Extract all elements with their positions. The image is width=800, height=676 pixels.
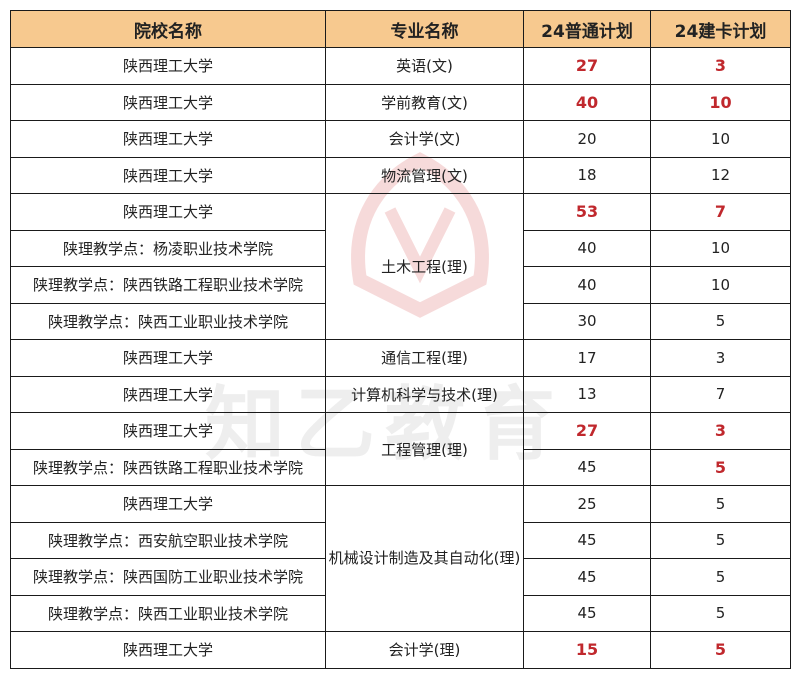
table-row: 陕西理工大学 土木工程(理) 53 7: [10, 193, 791, 340]
card-plan-cell: 10: [650, 120, 791, 158]
school-cell: 陕理教学点：杨凌职业技术学院: [10, 229, 326, 267]
school-cell: 陕西理工大学: [10, 120, 326, 158]
table-row: 陕理教学点：陕西工业职业技术学院 30 5: [10, 302, 791, 340]
table-row: 陕理教学点：杨凌职业技术学院 40 10: [10, 229, 791, 267]
card-plan-cell: 10: [650, 229, 791, 267]
normal-plan-cell: 18: [523, 156, 651, 194]
major-cell: 计算机科学与技术(理): [325, 375, 524, 413]
school-cell: 陕西理工大学: [10, 339, 326, 377]
table-header-row: 院校名称 专业名称 24普通计划 24建卡计划: [10, 10, 791, 48]
enrollment-plan-table: 院校名称 专业名称 24普通计划 24建卡计划 陕西理工大学 英语(文) 27 …: [10, 10, 791, 669]
table-row: 陕理教学点：陕西铁路工程职业技术学院 40 10: [10, 266, 791, 304]
table-row: 陕西理工大学 会计学(文) 20 10: [10, 120, 791, 158]
card-plan-cell: 10: [650, 83, 791, 121]
school-cell: 陕理教学点：陕西国防工业职业技术学院: [10, 558, 326, 596]
school-cell: 陕理教学点：陕西铁路工程职业技术学院: [10, 448, 326, 486]
card-plan-cell: 5: [650, 448, 791, 486]
normal-plan-cell: 45: [523, 594, 651, 632]
normal-plan-cell: 53: [523, 193, 651, 231]
card-plan-cell: 5: [650, 558, 791, 596]
card-plan-cell: 3: [650, 412, 791, 450]
major-cell: 土木工程(理): [325, 193, 524, 340]
major-cell: 工程管理(理): [325, 412, 524, 486]
major-cell: 英语(文): [325, 47, 524, 85]
table-row: 陕西理工大学 工程管理(理) 27 3: [10, 412, 791, 486]
school-cell: 陕西理工大学: [10, 83, 326, 121]
school-cell: 陕理教学点：陕西铁路工程职业技术学院: [10, 266, 326, 304]
table-row: 陕理教学点：陕西国防工业职业技术学院 45 5: [10, 558, 791, 596]
school-cell: 陕理教学点：西安航空职业技术学院: [10, 521, 326, 559]
table-row: 陕西理工大学 会计学(理) 15 5: [10, 631, 791, 669]
table-row: 陕西理工大学 物流管理(文) 18 12: [10, 156, 791, 194]
school-cell: 陕西理工大学: [10, 631, 326, 669]
school-cell: 陕理教学点：陕西工业职业技术学院: [10, 594, 326, 632]
normal-plan-cell: 30: [523, 302, 651, 340]
school-cell: 陕西理工大学: [10, 193, 326, 231]
card-plan-cell: 7: [650, 375, 791, 413]
card-plan-cell: 12: [650, 156, 791, 194]
header-school: 院校名称: [10, 10, 326, 48]
normal-plan-cell: 17: [523, 339, 651, 377]
table-row: 陕西理工大学 学前教育(文) 40 10: [10, 83, 791, 121]
major-cell: 机械设计制造及其自动化(理): [325, 485, 524, 632]
card-plan-cell: 5: [650, 631, 791, 669]
major-cell: 通信工程(理): [325, 339, 524, 377]
table-row: 陕理教学点：陕西铁路工程职业技术学院 45 5: [10, 448, 791, 486]
header-card-plan: 24建卡计划: [650, 10, 791, 48]
school-cell: 陕西理工大学: [10, 47, 326, 85]
header-major: 专业名称: [325, 10, 524, 48]
card-plan-cell: 3: [650, 47, 791, 85]
normal-plan-cell: 40: [523, 229, 651, 267]
table-row: 陕西理工大学 机械设计制造及其自动化(理) 25 5: [10, 485, 791, 632]
school-cell: 陕西理工大学: [10, 156, 326, 194]
school-cell: 陕西理工大学: [10, 412, 326, 450]
normal-plan-cell: 40: [523, 83, 651, 121]
table-row: 陕西理工大学 英语(文) 27 3: [10, 47, 791, 85]
card-plan-cell: 5: [650, 302, 791, 340]
normal-plan-cell: 27: [523, 47, 651, 85]
card-plan-cell: 5: [650, 485, 791, 523]
table-row: 陕理教学点：西安航空职业技术学院 45 5: [10, 521, 791, 559]
major-cell: 会计学(文): [325, 120, 524, 158]
card-plan-cell: 3: [650, 339, 791, 377]
normal-plan-cell: 45: [523, 448, 651, 486]
school-cell: 陕理教学点：陕西工业职业技术学院: [10, 302, 326, 340]
normal-plan-cell: 40: [523, 266, 651, 304]
table-row: 陕西理工大学 计算机科学与技术(理) 13 7: [10, 375, 791, 413]
school-cell: 陕西理工大学: [10, 485, 326, 523]
card-plan-cell: 5: [650, 521, 791, 559]
card-plan-cell: 10: [650, 266, 791, 304]
header-normal-plan: 24普通计划: [523, 10, 651, 48]
normal-plan-cell: 45: [523, 521, 651, 559]
table-row: 陕理教学点：陕西工业职业技术学院 45 5: [10, 594, 791, 632]
table-row: 陕西理工大学 通信工程(理) 17 3: [10, 339, 791, 377]
major-cell: 物流管理(文): [325, 156, 524, 194]
normal-plan-cell: 25: [523, 485, 651, 523]
normal-plan-cell: 45: [523, 558, 651, 596]
normal-plan-cell: 20: [523, 120, 651, 158]
normal-plan-cell: 13: [523, 375, 651, 413]
card-plan-cell: 7: [650, 193, 791, 231]
normal-plan-cell: 15: [523, 631, 651, 669]
card-plan-cell: 5: [650, 594, 791, 632]
normal-plan-cell: 27: [523, 412, 651, 450]
major-cell: 学前教育(文): [325, 83, 524, 121]
school-cell: 陕西理工大学: [10, 375, 326, 413]
major-cell: 会计学(理): [325, 631, 524, 669]
